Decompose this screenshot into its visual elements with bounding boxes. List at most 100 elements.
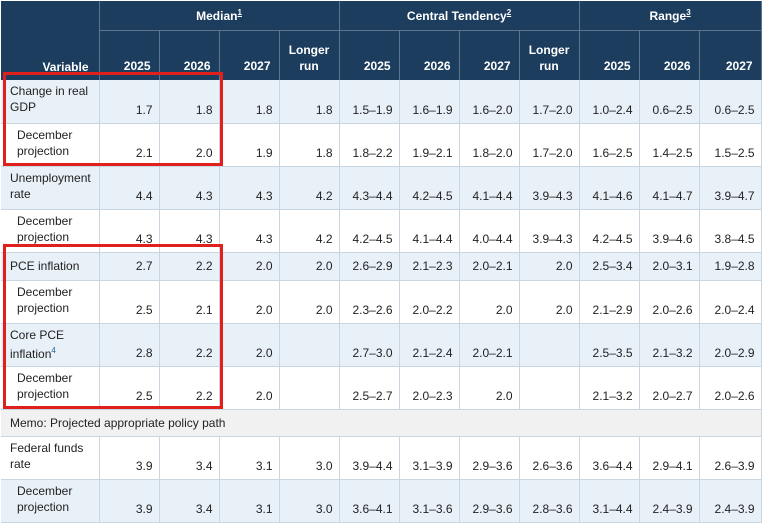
column-header: 2027: [459, 30, 520, 80]
value-cell: 2.5: [99, 366, 160, 410]
group-header-central-tendency: Central Tendency2: [339, 1, 580, 31]
value-cell: 4.0–4.4: [459, 209, 520, 253]
value-cell: 1.8: [279, 80, 340, 124]
value-cell: 2.1–2.9: [579, 280, 640, 324]
value-cell: 2.6–3.9: [699, 436, 762, 480]
value-cell: 2.5: [99, 280, 160, 324]
row-label-text: December projection: [17, 127, 73, 158]
value-cell: 1.6–2.5: [579, 123, 640, 167]
value-cell: 4.1–4.6: [579, 166, 640, 210]
value-cell: 3.1–4.4: [579, 479, 640, 523]
value-cell: 2.1–3.2: [579, 366, 640, 410]
value-cell: 2.4–3.9: [639, 479, 700, 523]
value-cell: 0.6–2.5: [639, 80, 700, 124]
value-cell: 4.1–4.7: [639, 166, 700, 210]
value-cell: 2.3–2.6: [339, 280, 400, 324]
value-cell: 1.7–2.0: [519, 123, 580, 167]
value-cell: 1.6–2.0: [459, 80, 520, 124]
value-cell: 2.2: [159, 252, 220, 281]
value-cell: 2.0: [159, 123, 220, 167]
value-cell: 2.0–2.6: [699, 366, 762, 410]
value-cell: 4.3: [219, 209, 280, 253]
column-header: 2027: [699, 30, 762, 80]
table-row: December projection 3.9 3.4 3.1 3.0 3.6–4.1 3.…: [1, 479, 762, 523]
row-label: Core PCE inflation4: [1, 323, 100, 367]
table-row: Unemployment rate 4.4 4.3 4.3 4.2 4.3–4.4 4.2–…: [1, 166, 762, 210]
column-header: 2025: [579, 30, 640, 80]
group-header-row: Variable Median1 Central Tendency2 Range…: [1, 1, 762, 80]
table-row: December projection 4.3 4.3 4.3 4.2 4.2–4.5 4.…: [1, 209, 762, 253]
value-cell: 3.9–4.6: [639, 209, 700, 253]
value-cell: 2.0: [279, 280, 340, 324]
value-cell: 1.7: [99, 80, 160, 124]
table-row: December projection 2.5 2.1 2.0 2.0 2.3–2.6 2.…: [1, 280, 762, 324]
row-label-text: Change in real GDP: [10, 84, 89, 114]
value-cell: 3.9–4.3: [519, 209, 580, 253]
value-cell: 4.3: [219, 166, 280, 210]
group-header-median: Median1: [99, 1, 340, 31]
row-label-text: December projection: [17, 284, 73, 315]
value-cell: 4.3: [159, 166, 220, 210]
table-row: Core PCE inflation4 2.8 2.2 2.0 2.7–3.0 2.1–2…: [1, 323, 762, 367]
row-label-text: Federal funds rate: [10, 440, 84, 471]
value-cell: 1.9–2.1: [399, 123, 460, 167]
value-cell: 1.8–2.0: [459, 123, 520, 167]
row-label-text: December projection: [17, 483, 73, 514]
memo-row: Memo: Projected appropriate policy path: [1, 409, 762, 437]
value-cell: 2.0–2.2: [399, 280, 460, 324]
value-cell: 3.9–4.4: [339, 436, 400, 480]
value-cell: 2.1–2.3: [399, 252, 460, 281]
value-cell: [519, 366, 580, 410]
footnote-link[interactable]: 1: [237, 8, 242, 17]
column-header: 2027: [219, 30, 280, 80]
column-header-row: 2025 2026 2027 Longer run 2025 2026 2027 Longer…: [1, 30, 762, 80]
value-cell: 2.0–2.3: [399, 366, 460, 410]
column-header: 2026: [399, 30, 460, 80]
value-cell: 2.1: [99, 123, 160, 167]
value-cell: 2.5–3.4: [579, 252, 640, 281]
variable-header: Variable: [1, 1, 100, 80]
group-header-range: Range3: [579, 1, 762, 31]
value-cell: 2.4–3.9: [699, 479, 762, 523]
value-cell: 3.6–4.1: [339, 479, 400, 523]
row-label: December projection: [1, 209, 100, 253]
table-row: Federal funds rate 3.9 3.4 3.1 3.0 3.9–4.4 3.1…: [1, 436, 762, 480]
value-cell: 2.0–2.1: [459, 323, 520, 367]
value-cell: 3.4: [159, 436, 220, 480]
value-cell: 4.2: [279, 209, 340, 253]
value-cell: 1.6–1.9: [399, 80, 460, 124]
row-label: Unemployment rate: [1, 166, 100, 210]
value-cell: 2.0–2.1: [459, 252, 520, 281]
value-cell: 2.0: [519, 280, 580, 324]
column-header: 2025: [339, 30, 400, 80]
row-label-text: Core PCE inflation: [10, 327, 65, 361]
value-cell: 2.2: [159, 366, 220, 410]
value-cell: 2.1–2.4: [399, 323, 460, 367]
value-cell: 1.8: [159, 80, 220, 124]
value-cell: 2.9–4.1: [639, 436, 700, 480]
value-cell: 2.0–2.4: [699, 280, 762, 324]
column-header: Longer run: [519, 30, 580, 80]
row-label: December projection: [1, 366, 100, 410]
value-cell: 4.2–4.5: [339, 209, 400, 253]
footnote-link[interactable]: 4: [51, 345, 56, 355]
value-cell: 1.4–2.5: [639, 123, 700, 167]
value-cell: 2.0: [459, 366, 520, 410]
row-label: December projection: [1, 479, 100, 523]
value-cell: 2.0: [279, 252, 340, 281]
table-row: PCE inflation 2.7 2.2 2.0 2.0 2.6–2.9 2.1–2.3 2…: [1, 252, 762, 281]
value-cell: [279, 323, 340, 367]
value-cell: 1.0–2.4: [579, 80, 640, 124]
footnote-link[interactable]: 2: [506, 8, 512, 17]
value-cell: 3.8–4.5: [699, 209, 762, 253]
footnote-link[interactable]: 3: [686, 8, 691, 17]
row-label-text: December projection: [17, 213, 73, 244]
value-cell: 2.0–2.7: [639, 366, 700, 410]
value-cell: 4.2: [279, 166, 340, 210]
value-cell: 3.1: [219, 436, 280, 480]
value-cell: 1.9: [219, 123, 280, 167]
row-label: December projection: [1, 280, 100, 324]
value-cell: 3.9: [99, 479, 160, 523]
value-cell: 2.5–3.5: [579, 323, 640, 367]
